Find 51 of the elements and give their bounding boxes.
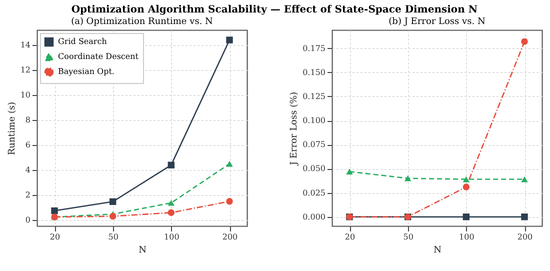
x-tick-label: 50 bbox=[108, 232, 118, 242]
y-tick-label: 0.175 bbox=[302, 44, 326, 53]
point bbox=[109, 212, 116, 220]
x-tick-label: 100 bbox=[164, 232, 180, 242]
point bbox=[109, 198, 116, 206]
x-tick-label: 200 bbox=[517, 232, 533, 242]
y-tick-label: 10 bbox=[20, 90, 30, 100]
y-tick-label: 8 bbox=[25, 115, 30, 124]
point bbox=[226, 36, 233, 44]
y-tick-label: 0.100 bbox=[302, 116, 326, 126]
point bbox=[168, 200, 175, 206]
point bbox=[521, 176, 528, 182]
x-tick-label: 200 bbox=[222, 232, 238, 242]
y-tick-label: 0.125 bbox=[302, 92, 326, 101]
point bbox=[168, 162, 175, 168]
point bbox=[521, 38, 528, 45]
y-tick-label: 2 bbox=[25, 190, 30, 200]
point bbox=[404, 175, 412, 182]
x-axis-title: N bbox=[138, 246, 147, 256]
chart-title: (a) Optimization Runtime vs. N bbox=[71, 17, 214, 27]
legend-label: Bayesian Opt. bbox=[58, 67, 114, 76]
y-tick-label: 0.000 bbox=[302, 212, 326, 222]
x-tick-label: 20 bbox=[50, 232, 60, 242]
chart-title: (b) J Error Loss vs. N bbox=[388, 17, 486, 27]
y-tick-label: 0.075 bbox=[302, 140, 326, 150]
x-tick-label: 100 bbox=[459, 232, 474, 242]
y-axis-title: J Error Loss (%) bbox=[290, 92, 300, 166]
y-axis-title: Runtime (s) bbox=[7, 102, 18, 156]
point bbox=[226, 160, 233, 167]
y-tick-label: 0.050 bbox=[302, 164, 326, 174]
text: Optimization Algorithm Scalability — Effect of State-Space Dimension N bbox=[71, 4, 478, 16]
point bbox=[462, 184, 470, 190]
point bbox=[168, 209, 175, 216]
y-tick-label: 4 bbox=[25, 165, 30, 174]
point bbox=[521, 213, 528, 220]
y-tick-label: 14 bbox=[20, 40, 30, 50]
point bbox=[346, 168, 353, 174]
x-tick-label: 50 bbox=[403, 232, 414, 242]
y-tick-label: 0 bbox=[25, 215, 30, 224]
point bbox=[51, 207, 58, 214]
y-tick-label: 6 bbox=[25, 140, 30, 150]
x-axis-title: N bbox=[434, 246, 442, 256]
legend-label: Coordinate Descent bbox=[58, 52, 140, 61]
point bbox=[462, 176, 470, 182]
point bbox=[226, 198, 233, 205]
y-tick-label: 0.150 bbox=[302, 68, 326, 77]
point bbox=[462, 213, 470, 220]
y-tick-label: 12 bbox=[20, 65, 30, 74]
x-tick-label: 20 bbox=[344, 232, 356, 242]
y-tick-label: 0.025 bbox=[302, 188, 326, 198]
legend-label: Grid Search bbox=[58, 37, 107, 46]
